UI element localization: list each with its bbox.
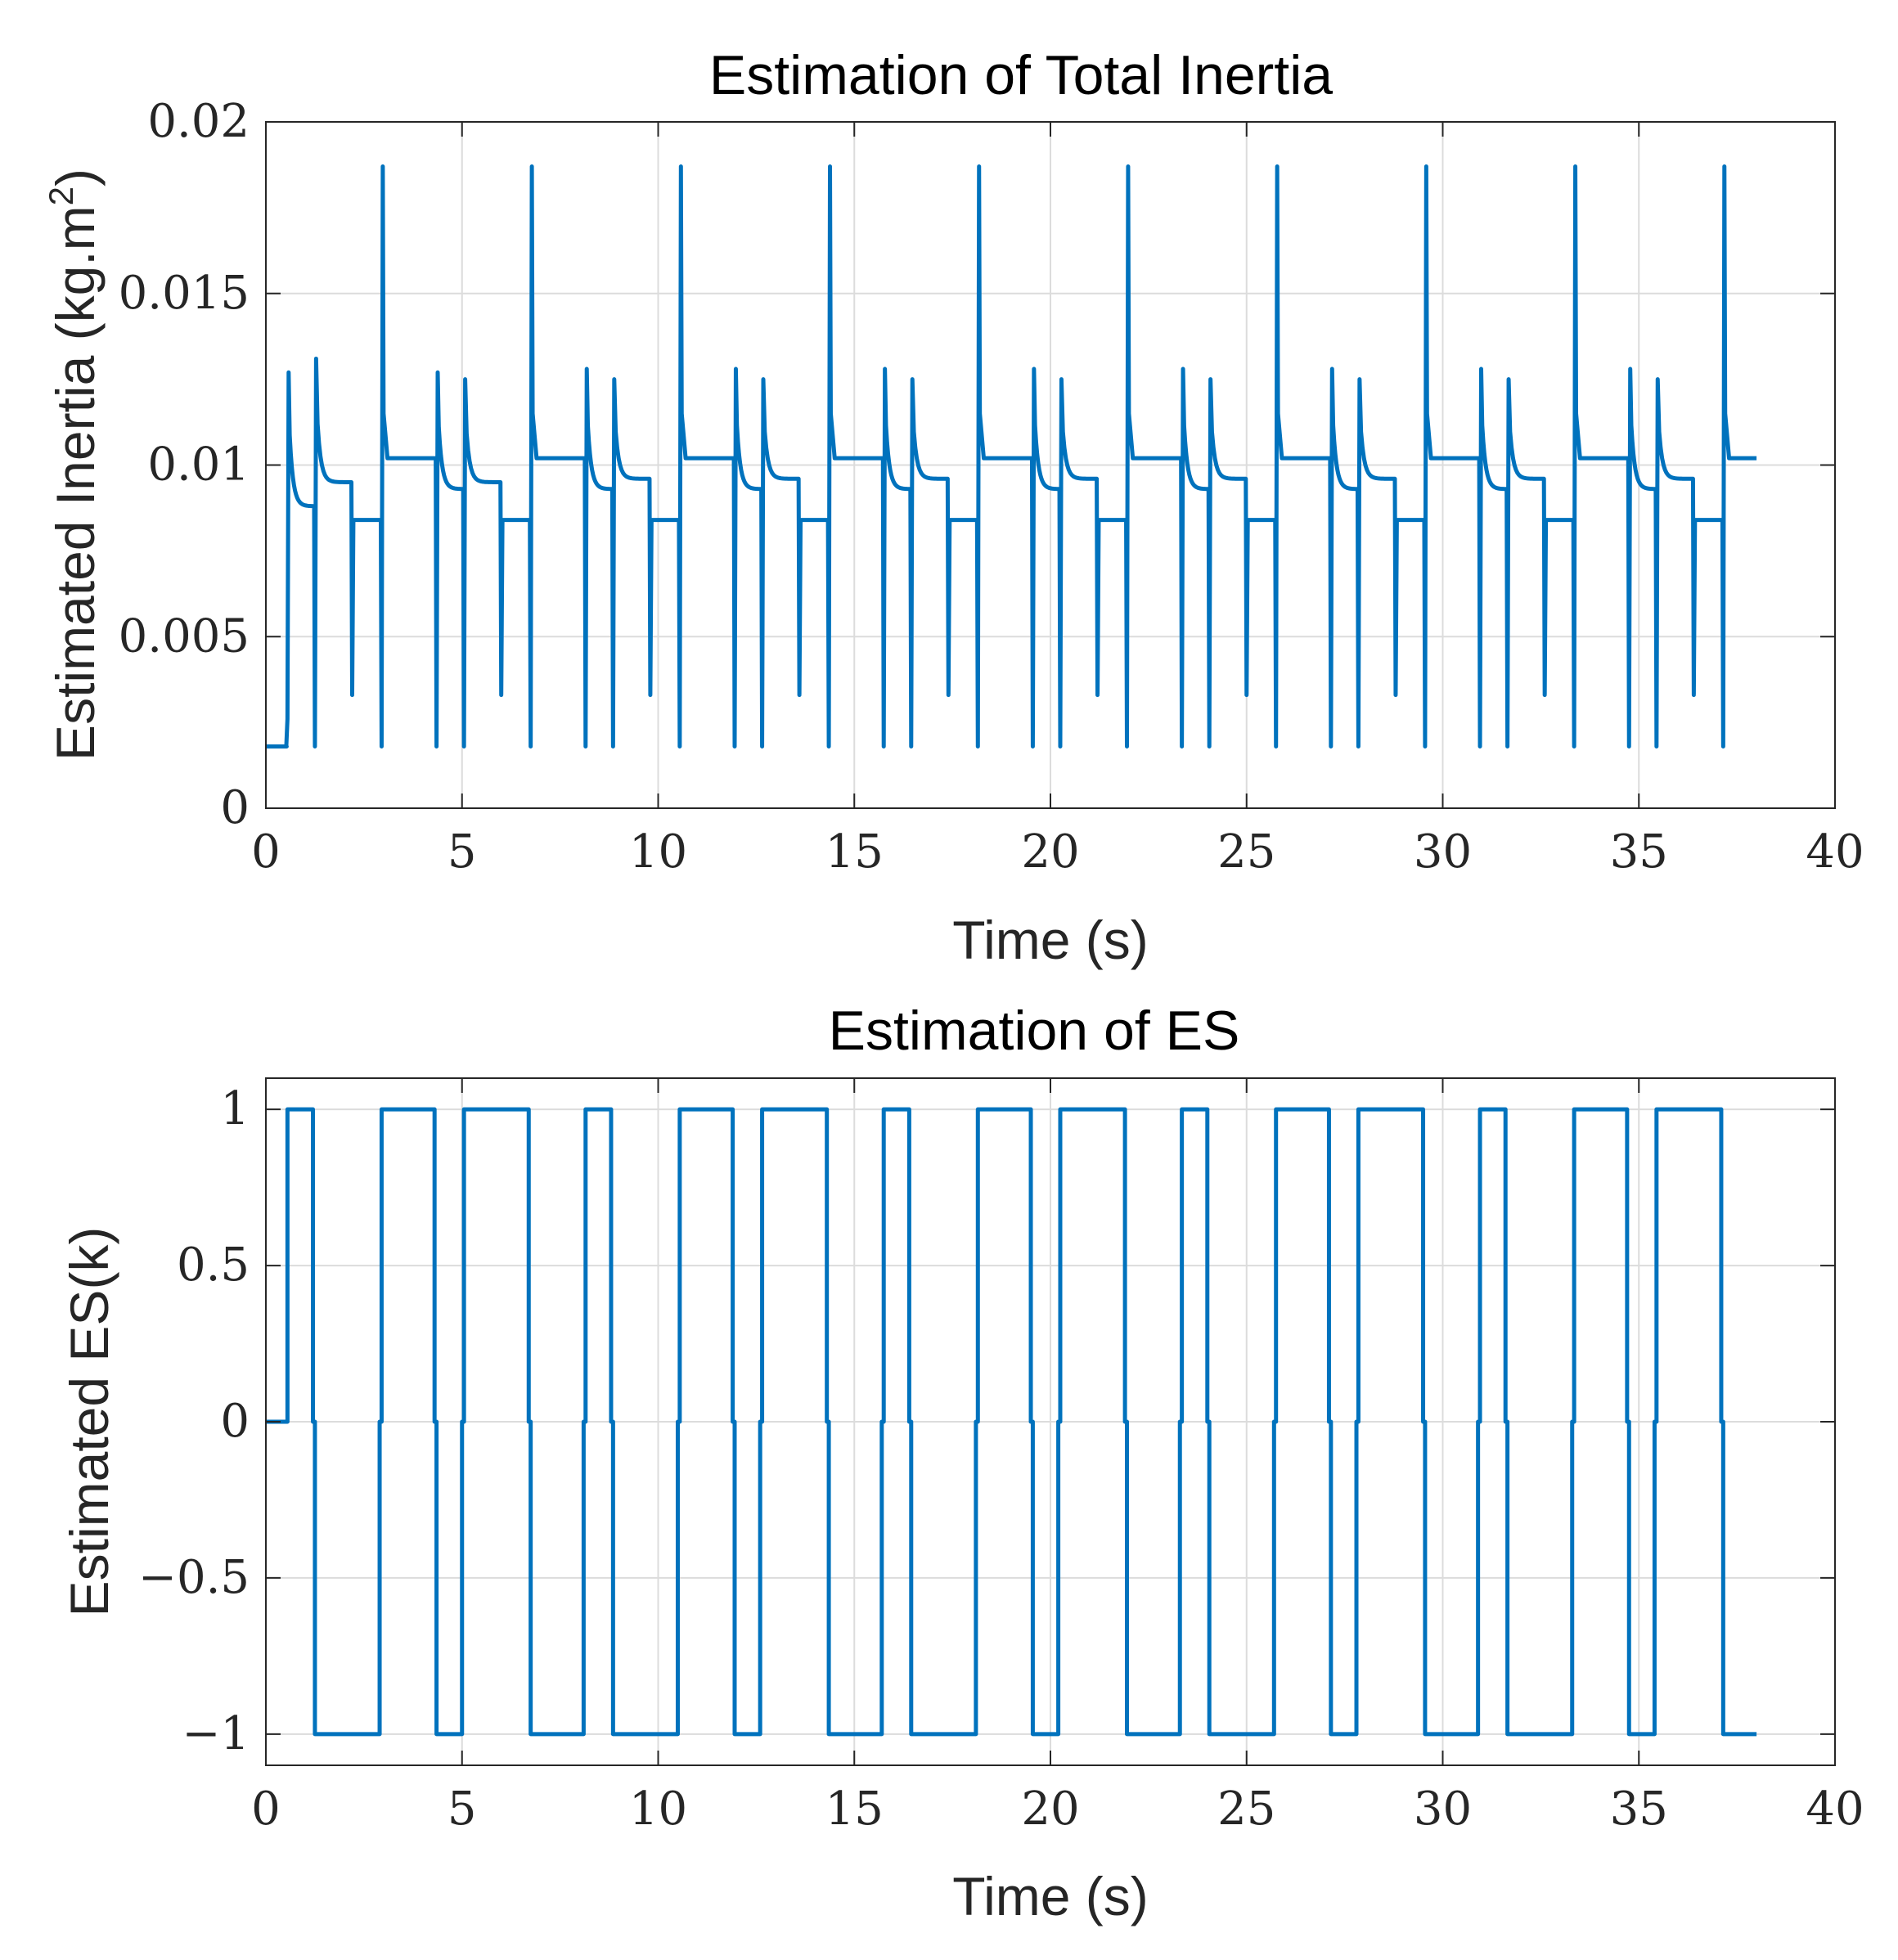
inertia-y-axis-label-main: Estimated Inertia (kg.m (45, 205, 106, 761)
inertia-x-axis-label: Time (s) (952, 910, 1149, 970)
es-x-tick-label: 10 (629, 1782, 687, 1836)
es-ticks: 0 5 10 15 20 25 30 35 40 −1 −0.5 0 0.5 1 (138, 1078, 1864, 1836)
inertia-chart-title: Estimation of Total Inertia (709, 44, 1333, 106)
es-chart: Estimation of ES 0 5 10 15 20 25 30 35 40−1−0.50… (59, 1000, 1864, 1926)
inertia-y-axis-label-sup: 2 (42, 187, 80, 205)
inertia-x-tick-label: 20 (1021, 825, 1079, 879)
inertia-grid (266, 122, 1835, 808)
es-x-tick-label: 25 (1217, 1782, 1275, 1836)
inertia-y-tick-label: 0.005 (119, 609, 250, 663)
inertia-chart: Estimation of Total Inertia 0 5 10 15 20 25 30… (42, 44, 1864, 970)
inertia-x-tick-label: 40 (1806, 825, 1864, 879)
es-grid (266, 1078, 1835, 1765)
inertia-y-tick-label: 0.01 (147, 438, 250, 492)
es-x-tick-label: 40 (1806, 1782, 1864, 1836)
es-series (266, 1107, 1757, 1737)
es-y-tick-label: 1 (220, 1082, 250, 1135)
es-y-axis-label: Estimated ES(k) (59, 1227, 119, 1617)
es-x-tick-label: 15 (825, 1782, 884, 1836)
es-y-tick-label: 0 (220, 1395, 250, 1448)
inertia-series (266, 164, 1757, 748)
inertia-y-tick-label: 0.02 (147, 95, 250, 148)
inertia-y-tick-label: 0 (220, 781, 250, 834)
inertia-y-axis-label: Estimated Inertia (kg.m2) (42, 169, 106, 761)
inertia-x-tick-label: 5 (448, 825, 477, 879)
es-chart-title: Estimation of ES (829, 1000, 1240, 1062)
es-series-line (266, 1107, 1757, 1737)
es-x-tick-label: 35 (1610, 1782, 1668, 1836)
es-y-tick-label: −1 (182, 1707, 250, 1760)
inertia-y-tick-label: 0.015 (119, 267, 250, 320)
inertia-y-axis-label-close: ) (45, 169, 106, 187)
inertia-ticks: 0 5 10 15 20 25 30 35 40 0 0.005 0.01 0.015 0.02 (119, 95, 1864, 879)
inertia-x-tick-label: 0 (251, 825, 281, 879)
inertia-series-line (266, 164, 1757, 748)
es-y-tick-label: −0.5 (138, 1551, 250, 1604)
inertia-x-tick-label: 25 (1217, 825, 1275, 879)
es-x-axis-label: Time (s) (952, 1866, 1149, 1926)
inertia-x-tick-label: 30 (1414, 825, 1472, 879)
es-x-tick-label: 30 (1414, 1782, 1472, 1836)
es-x-tick-label: 0 (251, 1782, 281, 1836)
inertia-x-tick-label: 35 (1610, 825, 1668, 879)
es-x-tick-label: 5 (448, 1782, 477, 1836)
es-x-tick-label: 20 (1021, 1782, 1079, 1836)
inertia-x-tick-label: 15 (825, 825, 884, 879)
es-y-tick-label: 0.5 (177, 1238, 250, 1292)
inertia-x-tick-label: 10 (629, 825, 687, 879)
